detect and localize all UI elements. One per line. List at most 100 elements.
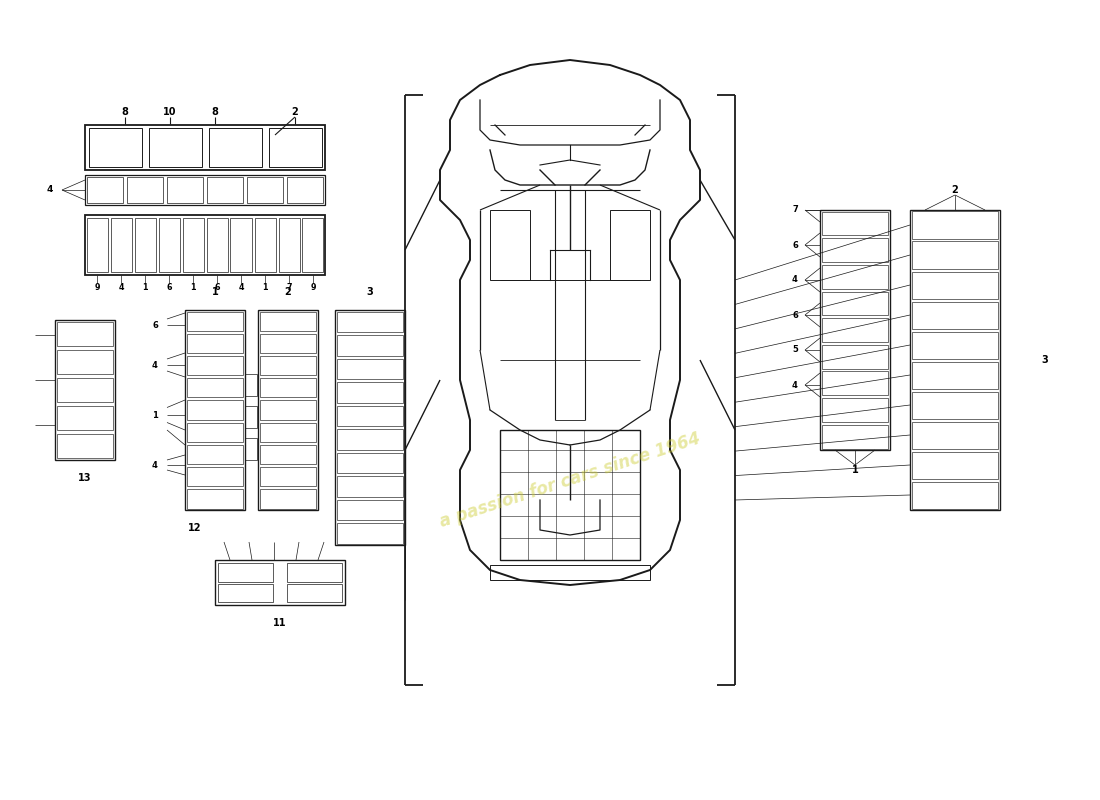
Bar (490, 210, 530, 280)
Text: 13: 13 (78, 473, 91, 483)
Text: 4: 4 (792, 275, 798, 285)
Bar (207, 218, 228, 272)
Bar (187, 311, 243, 330)
Bar (337, 476, 403, 497)
Text: 4: 4 (239, 283, 244, 293)
Bar (912, 271, 998, 298)
Text: 6: 6 (152, 321, 158, 330)
Bar (187, 467, 243, 486)
Bar (57, 378, 113, 402)
Bar (260, 445, 316, 464)
Text: 3: 3 (366, 287, 373, 297)
Bar (85, 175, 324, 205)
Bar (218, 563, 273, 582)
Bar (302, 218, 323, 272)
Bar (822, 291, 888, 315)
Bar (87, 177, 123, 203)
Bar (912, 482, 998, 509)
Text: 6: 6 (214, 283, 220, 293)
Bar (85, 215, 324, 275)
Text: 4: 4 (152, 461, 158, 470)
Bar (260, 334, 316, 353)
Bar (110, 218, 132, 272)
Bar (245, 374, 257, 396)
Bar (187, 356, 243, 375)
Bar (55, 320, 116, 460)
Bar (260, 400, 316, 420)
Text: 8: 8 (122, 107, 129, 117)
Text: 3: 3 (1042, 355, 1048, 365)
Bar (187, 445, 243, 464)
Bar (337, 453, 403, 473)
Bar (260, 422, 316, 442)
Bar (57, 406, 113, 430)
Text: 4: 4 (152, 361, 158, 370)
Text: 4: 4 (119, 283, 123, 293)
Bar (336, 310, 405, 545)
Bar (260, 378, 316, 398)
Text: a passion for cars since 1964: a passion for cars since 1964 (438, 430, 703, 530)
Bar (287, 177, 323, 203)
Text: 1: 1 (262, 283, 267, 293)
Bar (337, 499, 403, 520)
Text: 2: 2 (292, 107, 298, 117)
Bar (158, 218, 179, 272)
Bar (57, 434, 113, 458)
Bar (126, 177, 163, 203)
Bar (88, 129, 142, 166)
Bar (254, 218, 275, 272)
Text: 1: 1 (152, 410, 158, 419)
Text: 2: 2 (952, 185, 958, 195)
Bar (822, 211, 888, 235)
Bar (337, 358, 403, 379)
Bar (134, 218, 155, 272)
Bar (337, 311, 403, 332)
Bar (912, 302, 998, 329)
Bar (822, 398, 888, 422)
Bar (822, 371, 888, 395)
Bar (245, 406, 257, 428)
Bar (822, 238, 888, 262)
Bar (278, 218, 299, 272)
Bar (187, 378, 243, 398)
Text: 1: 1 (190, 283, 196, 293)
Bar (490, 565, 650, 580)
Bar (822, 265, 888, 289)
Bar (822, 318, 888, 342)
Bar (57, 350, 113, 374)
Text: 6: 6 (166, 283, 172, 293)
Text: 6: 6 (792, 241, 798, 250)
Bar (910, 210, 1000, 510)
Bar (231, 218, 252, 272)
Bar (248, 177, 283, 203)
Text: 7: 7 (286, 283, 292, 293)
Text: 11: 11 (273, 618, 287, 628)
Text: 4: 4 (47, 186, 53, 194)
Bar (183, 218, 204, 272)
Bar (260, 490, 316, 509)
Bar (187, 490, 243, 509)
Bar (260, 311, 316, 330)
Bar (287, 583, 342, 602)
Text: 7: 7 (792, 206, 798, 214)
Bar (912, 422, 998, 449)
Bar (187, 334, 243, 353)
Bar (187, 422, 243, 442)
Text: 1: 1 (851, 465, 858, 475)
Bar (337, 335, 403, 355)
Text: 8: 8 (211, 107, 219, 117)
Bar (912, 331, 998, 358)
Bar (912, 451, 998, 478)
Bar (209, 129, 262, 166)
Bar (245, 438, 257, 460)
Text: 5: 5 (792, 346, 798, 354)
Bar (820, 210, 890, 450)
Bar (260, 467, 316, 486)
Bar (912, 211, 998, 238)
Bar (167, 177, 204, 203)
Bar (87, 218, 108, 272)
Bar (185, 310, 245, 510)
Bar (337, 382, 403, 402)
Bar (610, 210, 650, 280)
Text: 9: 9 (95, 283, 100, 293)
